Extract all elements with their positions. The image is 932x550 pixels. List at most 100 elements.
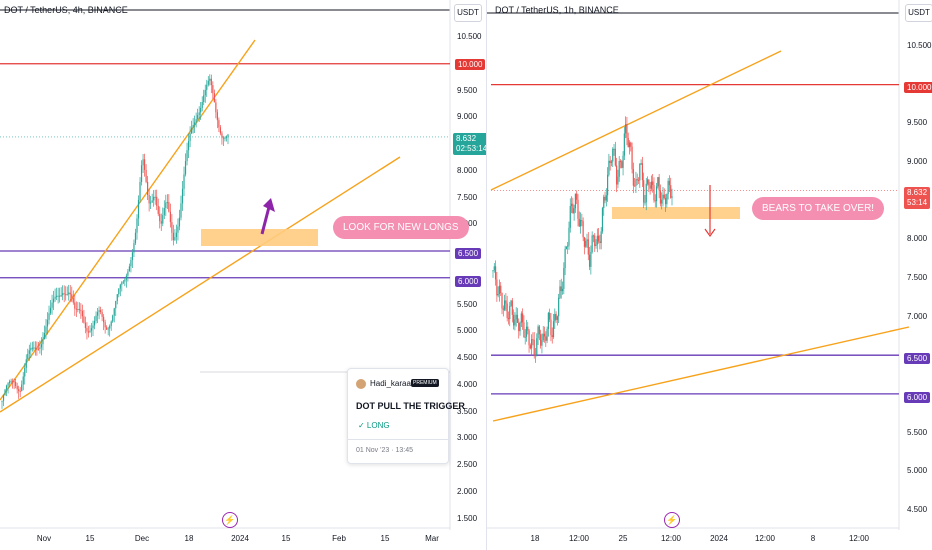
left-candle-body: [31, 347, 33, 349]
left-candle-body: [159, 213, 161, 222]
right-chart-pane[interactable]: DOT / TetherUS, 1h, BINANCE USDT 10.500 9…: [486, 0, 932, 550]
right-candle-body: [561, 288, 564, 292]
left-candle-body: [101, 312, 103, 317]
right-candle-body: [626, 124, 628, 138]
left-candle-body: [60, 295, 62, 297]
right-channel-upper: [490, 50, 782, 191]
right-candle-body: [617, 176, 619, 185]
right-candle-body: [569, 205, 571, 228]
left-candle-body: [180, 203, 182, 218]
right-candle-body: [515, 314, 517, 320]
right-candle-body: [565, 246, 568, 249]
left-candle-body: [15, 381, 17, 387]
right-lightning-icon[interactable]: ⚡: [664, 512, 680, 528]
right-candle-body: [604, 196, 606, 201]
right-candle-body: [649, 185, 651, 189]
right-unit-button[interactable]: USDT: [905, 4, 932, 22]
author-avatar[interactable]: [356, 379, 366, 389]
left-price-now: 8.632: [456, 134, 477, 143]
left-candle-body: [40, 344, 43, 348]
left-candle-body: [59, 295, 61, 297]
left-unit-button[interactable]: USDT: [454, 4, 482, 22]
left-up-arrow-shaft: [260, 206, 271, 235]
card-divider: [348, 439, 448, 440]
right-resistance-badge: 10.000: [904, 82, 932, 93]
right-candle-body: [631, 146, 633, 170]
left-chart-pane[interactable]: DOT / TetherUS, 4h, BINANCE USDT 10.500 9…: [0, 0, 491, 550]
right-candle-body: [576, 193, 578, 200]
right-candle-body: [579, 219, 582, 227]
left-chart-canvas[interactable]: [0, 0, 486, 550]
left-chart-header: DOT / TetherUS, 4h, BINANCE: [4, 5, 128, 15]
left-candle-body: [143, 159, 146, 170]
right-candle-body: [494, 266, 497, 280]
author-name[interactable]: Hadi_karaali: [370, 379, 415, 388]
left-candle-body: [110, 321, 112, 326]
left-candle-body: [113, 308, 115, 316]
left-annotation-pill: LOOK FOR NEW LONGS: [333, 216, 469, 239]
left-candle-body: [154, 196, 156, 198]
left-candle-body: [203, 95, 205, 103]
right-candle-body: [498, 285, 501, 294]
left-x-tick: 15: [380, 534, 390, 543]
right-candle-body: [670, 185, 672, 198]
left-candle-body: [1, 400, 3, 402]
left-candle-body: [163, 208, 165, 216]
left-candle-body: [122, 281, 124, 283]
right-candle-body: [537, 326, 539, 339]
right-chart-canvas[interactable]: [487, 0, 932, 550]
right-candle-body: [493, 266, 495, 271]
idea-date: 01 Nov '23 · 13:45: [356, 447, 413, 454]
right-x-tick: 18: [530, 534, 540, 543]
left-y-tick: 5.000: [457, 326, 478, 336]
left-candle-body: [25, 359, 27, 368]
right-candle-body: [532, 339, 534, 341]
right-candle-body: [659, 190, 662, 204]
idea-title[interactable]: DOT PULL THE TRIGGER: [356, 401, 465, 411]
left-candle-body: [22, 376, 24, 385]
left-candle-body: [213, 93, 215, 103]
right-candle-body: [531, 339, 533, 349]
left-candle-body: [157, 205, 159, 214]
left-x-tick: Dec: [134, 534, 150, 543]
left-candle-body: [51, 302, 53, 308]
left-y-tick: 8.000: [457, 165, 478, 175]
left-candle-body: [221, 133, 223, 138]
right-candle-body: [555, 313, 557, 320]
left-candle-body: [93, 320, 96, 326]
left-candle-body: [78, 309, 80, 311]
left-y-tick: 7.500: [457, 192, 478, 202]
right-candle-body: [529, 345, 531, 349]
right-candle-body: [639, 163, 641, 181]
right-candle-body: [567, 245, 569, 247]
left-candle-body: [80, 309, 82, 312]
right-candle-body: [618, 161, 620, 177]
right-y-tick: 10.500: [907, 41, 932, 50]
left-price-badge: 8.632 02:53:14: [453, 133, 491, 155]
right-candle-body: [610, 161, 613, 163]
right-candle-body: [572, 203, 574, 214]
left-candle-body: [131, 252, 134, 261]
right-down-arrow-head: [704, 228, 716, 238]
right-candle-body: [540, 334, 542, 346]
left-candle-body: [39, 347, 41, 349]
right-candle-body: [558, 297, 560, 317]
left-x-tick: 15: [85, 534, 95, 543]
right-candle-body: [634, 185, 636, 187]
right-candle-body: [595, 244, 597, 247]
left-lightning-icon[interactable]: ⚡: [222, 512, 238, 528]
left-candle-body: [162, 215, 164, 224]
left-candle-body: [127, 271, 129, 276]
left-candle-body: [2, 394, 5, 401]
right-y-tick: 5.000: [907, 466, 928, 476]
left-candle-body: [56, 295, 58, 297]
idea-direction: ✓ LONG: [358, 421, 390, 430]
right-candle-body: [568, 227, 570, 246]
left-candle-body: [190, 127, 193, 134]
right-candle-body: [668, 180, 671, 186]
right-countdown: 53:14: [907, 198, 928, 207]
left-candle-body: [172, 232, 174, 241]
right-candle-body: [511, 300, 513, 315]
right-candle-body: [583, 237, 586, 247]
idea-card[interactable]: Hadi_karaali PREMIUM DOT PULL THE TRIGGE…: [347, 368, 465, 464]
